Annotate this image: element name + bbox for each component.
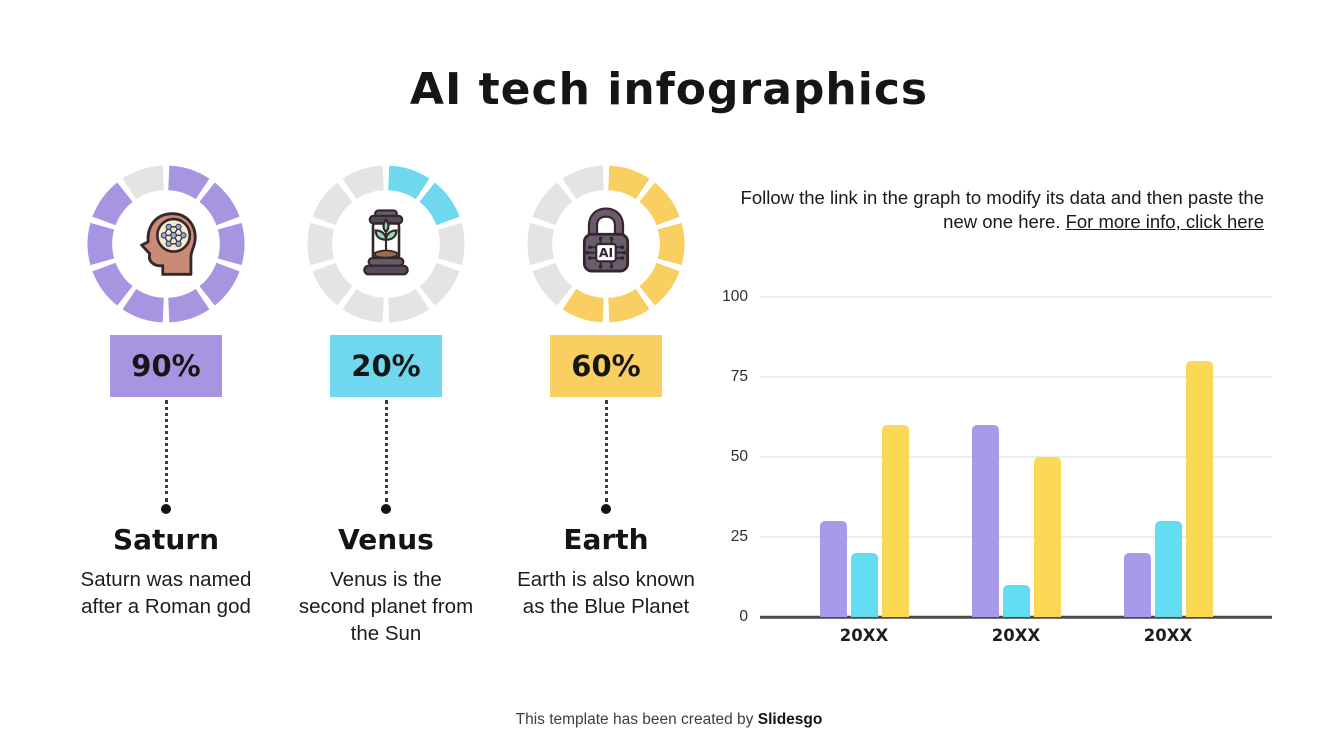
- plot-area: [760, 296, 1272, 619]
- page-title: AI tech infographics: [409, 64, 929, 115]
- stats-columns: 90% Saturn Saturn was named after a Roman …: [56, 165, 718, 647]
- y-tick-label: 25: [730, 528, 748, 545]
- donut-gauge-venus: [307, 165, 465, 323]
- gridline: [760, 456, 1272, 458]
- dotted-connector: [384, 400, 388, 502]
- item-description-earth: Earth is also known as the Blue Planet: [517, 568, 695, 619]
- bar-series-cyan-group1: [850, 553, 878, 617]
- connector-dot: [161, 504, 171, 514]
- percent-badge-earth: 60%: [550, 335, 662, 397]
- footer-credit: This template has been created by Slides…: [0, 711, 1338, 729]
- y-tick-label: 50: [730, 448, 748, 465]
- gridline: [760, 536, 1272, 538]
- gridline: [760, 376, 1272, 378]
- item-title-venus: Venus: [338, 523, 434, 556]
- stat-column-saturn: 90% Saturn Saturn was named after a Roman …: [56, 165, 276, 647]
- bar-group-1: [788, 297, 940, 617]
- ai-lock-icon: AI: [582, 207, 630, 273]
- footer-text: This template has been created by: [515, 711, 754, 728]
- stat-column-venus: 20% Venus Venus is the second planet from …: [276, 165, 496, 647]
- y-tick-label: 0: [739, 608, 748, 625]
- bar-series-yellow-group2: [1033, 457, 1061, 617]
- item-title-earth: Earth: [563, 523, 649, 556]
- bar-series-yellow-group3: [1185, 361, 1213, 617]
- bar-group-3: [1092, 297, 1244, 617]
- x-category-label: 20XX: [991, 626, 1041, 645]
- item-description-venus: Venus is the second planet from the Sun: [298, 568, 474, 646]
- x-category-label: 20XX: [1143, 626, 1193, 645]
- x-axis-baseline: [760, 615, 1272, 619]
- instruction-note: Follow the link in the graph to modify i…: [724, 186, 1264, 234]
- y-axis: 0 25 50 75 100: [712, 288, 760, 625]
- item-title-saturn: Saturn: [112, 523, 220, 556]
- instruction-text: Follow the link in the graph to modify i…: [740, 187, 1264, 233]
- percent-badge-saturn: 90%: [110, 335, 222, 397]
- svg-text:AI: AI: [599, 245, 613, 260]
- dotted-connector: [164, 400, 168, 502]
- bar-series-cyan-group2: [1002, 585, 1030, 617]
- x-category-label: 20XX: [839, 626, 889, 645]
- bar-series-yellow-group1: [881, 425, 909, 617]
- dotted-connector: [604, 400, 608, 502]
- connector-dot: [381, 504, 391, 514]
- item-description-saturn: Saturn was named after a Roman god: [80, 568, 252, 619]
- bar-series-purple-group2: [971, 425, 999, 617]
- donut-gauge-earth: AI: [527, 165, 685, 323]
- y-tick-label: 75: [730, 368, 748, 385]
- plant-terrarium-icon: [363, 209, 409, 276]
- bar-chart: 0 25 50 75 100 20XX 20XX 20XX: [712, 288, 1272, 645]
- bar-group-2: [940, 297, 1092, 617]
- brain-head-icon: [140, 212, 197, 276]
- y-tick-label: 100: [722, 288, 748, 305]
- donut-gauge-saturn: [87, 165, 245, 323]
- bar-series-cyan-group3: [1154, 521, 1182, 617]
- bars-layer: [760, 297, 1272, 617]
- x-axis-labels: 20XX 20XX 20XX: [760, 617, 1272, 645]
- connector-dot: [601, 504, 611, 514]
- stat-column-earth: AI 60% Earth Earth is also known as the Bl…: [496, 165, 716, 647]
- bar-series-purple-group1: [819, 521, 847, 617]
- percent-badge-venus: 20%: [330, 335, 442, 397]
- gridline: [760, 296, 1272, 298]
- bar-series-purple-group3: [1123, 553, 1151, 617]
- footer-brand: Slidesgo: [757, 711, 823, 728]
- more-info-link[interactable]: For more info, click here: [1065, 211, 1264, 233]
